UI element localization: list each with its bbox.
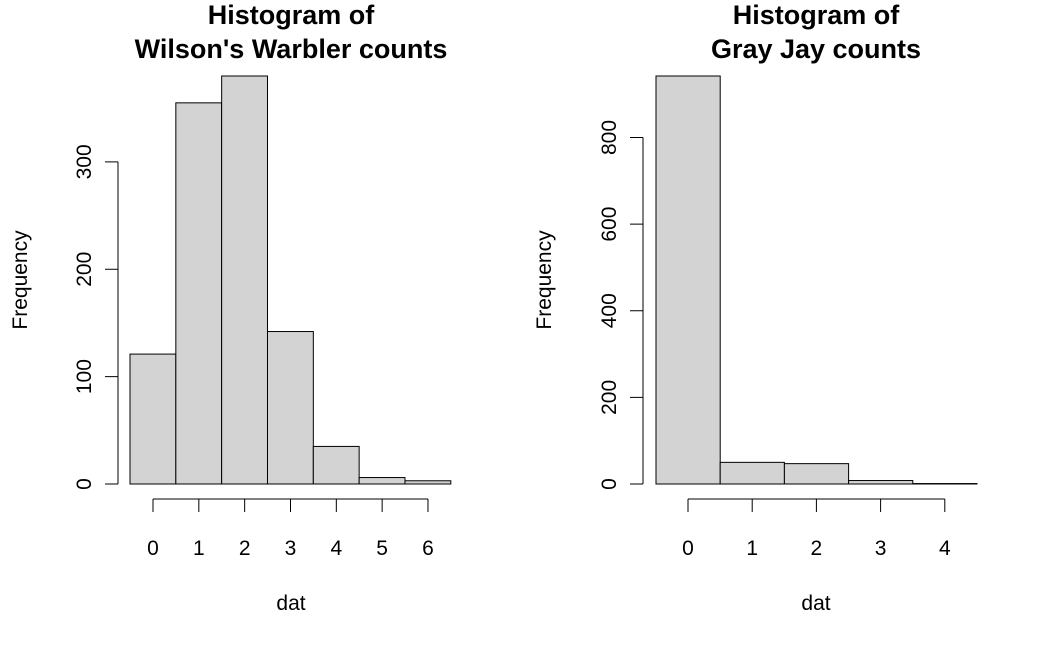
x-axis-label: dat: [801, 592, 830, 615]
histogram-panel-gray-jay: Histogram of Gray Jay counts dat Frequen…: [533, 0, 978, 615]
x-tick-label: 3: [875, 537, 887, 560]
y-tick-label: 200: [598, 380, 621, 415]
histogram-bar: [175, 102, 223, 485]
histogram-panel-wilsons-warbler: Histogram of Wilson's Warbler counts dat…: [9, 0, 452, 615]
histogram-bar: [783, 463, 850, 485]
x-tick-label: 4: [939, 537, 951, 560]
y-tick-label: 400: [598, 293, 621, 328]
x-axis: 0 1 2 3 4: [682, 498, 951, 560]
x-tick-label: 0: [147, 537, 159, 560]
histogram-bar: [266, 331, 314, 485]
y-tick-label: 0: [598, 478, 621, 490]
x-axis-label: dat: [276, 592, 305, 615]
chart-title-line2: Gray Jay counts: [711, 34, 921, 64]
bars: [655, 75, 978, 485]
x-axis: 0 1 2 3 4 5 6: [147, 498, 434, 560]
histogram-bar: [312, 445, 360, 485]
x-tick-label: 1: [746, 537, 758, 560]
histogram-bar: [404, 480, 452, 485]
x-tick-label: 1: [193, 537, 205, 560]
x-tick-label: 0: [682, 537, 694, 560]
y-axis-label: Frequency: [533, 230, 556, 330]
x-tick-label: 3: [285, 537, 297, 560]
chart-title-line2: Wilson's Warbler counts: [135, 34, 448, 64]
histogram-bar: [655, 75, 721, 485]
y-tick-label: 600: [598, 207, 621, 242]
x-tick-label: 5: [376, 537, 388, 560]
y-tick-label: 0: [73, 478, 96, 490]
histogram-bar: [129, 353, 177, 485]
x-tick-label: 2: [811, 537, 823, 560]
histogram-bar: [848, 480, 914, 485]
y-axis: 0 100 200 300: [73, 144, 119, 490]
y-tick-label: 800: [598, 120, 621, 155]
x-tick-label: 6: [422, 537, 434, 560]
chart-title-line1: Histogram of: [208, 0, 376, 30]
bars: [129, 75, 452, 485]
x-tick-label: 2: [239, 537, 251, 560]
y-tick-label: 300: [73, 144, 96, 179]
chart-title-line1: Histogram of: [733, 0, 901, 30]
y-tick-label: 100: [73, 359, 96, 394]
histogram-bar: [358, 477, 406, 485]
histogram-bar: [719, 461, 785, 485]
y-tick-label: 200: [73, 252, 96, 287]
y-axis-label: Frequency: [9, 230, 32, 330]
y-axis: 0 200 400 600 800: [598, 120, 644, 490]
histogram-bar: [221, 75, 268, 485]
x-tick-label: 4: [330, 537, 342, 560]
